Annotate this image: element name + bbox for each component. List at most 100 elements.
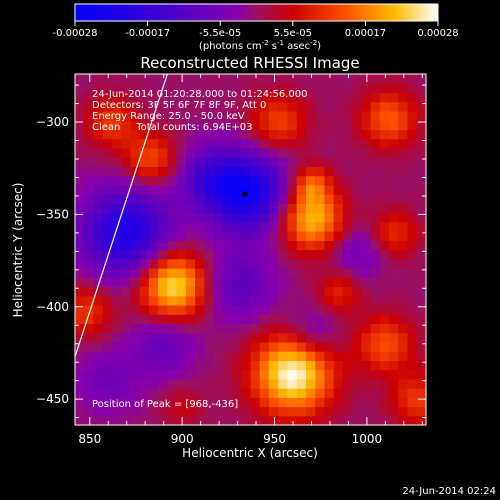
heatmap-pixel	[416, 240, 426, 251]
heatmap-pixel	[278, 341, 289, 352]
heatmap-pixel	[305, 175, 316, 186]
heatmap-pixel	[333, 295, 344, 306]
heatmap-pixel	[379, 351, 390, 361]
heatmap-pixel	[75, 332, 85, 343]
heatmap-pixel	[121, 138, 132, 149]
heatmap-pixel	[93, 332, 104, 343]
heatmap-pixel	[398, 267, 409, 278]
chart-title: Reconstructed RHESSI Image	[140, 54, 359, 72]
heatmap-pixel	[333, 397, 344, 408]
heatmap-pixel	[167, 249, 178, 260]
heatmap-pixel	[333, 304, 344, 315]
heatmap-pixel	[158, 295, 168, 306]
heatmap-pixel	[222, 212, 233, 223]
heatmap-pixel	[259, 388, 270, 398]
heatmap-pixel	[315, 360, 325, 371]
heatmap-pixel	[370, 323, 381, 334]
heatmap-pixel	[407, 157, 418, 167]
heatmap-pixel	[278, 240, 289, 251]
heatmap-pixel	[111, 351, 122, 361]
heatmap-pixel	[213, 304, 224, 315]
heatmap-pixel	[259, 360, 270, 371]
heatmap-pixel	[315, 194, 325, 204]
heatmap-pixel	[416, 304, 426, 315]
heatmap-pixel	[195, 101, 205, 112]
heatmap-pixel	[148, 360, 159, 371]
heatmap-pixel	[268, 212, 279, 223]
heatmap-pixel	[407, 397, 418, 408]
heatmap-pixel	[315, 203, 325, 214]
heatmap-pixel	[93, 378, 104, 389]
heatmap-pixel	[222, 295, 233, 306]
heatmap-pixel	[305, 406, 316, 417]
heatmap-pixel	[278, 203, 289, 214]
heatmap-pixel	[352, 110, 362, 121]
heatmap-pixel	[93, 138, 104, 149]
heatmap-pixel	[148, 166, 159, 177]
heatmap-pixel	[232, 388, 242, 398]
heatmap-pixel	[250, 249, 261, 260]
heatmap-pixel	[121, 258, 132, 269]
heatmap-pixel	[241, 341, 252, 352]
heatmap-pixel	[241, 267, 252, 278]
heatmap-pixel	[259, 92, 270, 103]
heatmap-pixel	[342, 415, 353, 425]
heatmap-pixel	[407, 83, 418, 94]
heatmap-pixel	[389, 212, 399, 223]
heatmap-pixel	[176, 231, 187, 241]
heatmap-pixel	[416, 323, 426, 334]
heatmap-pixel	[352, 277, 362, 288]
heatmap-pixel	[232, 295, 242, 306]
heatmap-pixel	[278, 351, 289, 361]
heatmap-pixel	[389, 378, 399, 389]
heatmap-pixel	[342, 147, 353, 158]
heatmap-pixel	[130, 184, 141, 195]
heatmap-pixel	[296, 258, 307, 269]
heatmap-pixel	[213, 378, 224, 389]
heatmap-pixel	[315, 406, 325, 417]
heatmap-pixel	[352, 240, 362, 251]
heatmap-pixel	[361, 120, 372, 131]
heatmap-pixel	[111, 277, 122, 288]
heatmap-pixel	[93, 231, 104, 241]
heatmap-pixel	[361, 110, 372, 121]
plot-frame	[74, 73, 427, 426]
heatmap-pixel	[213, 240, 224, 251]
heatmap-pixel	[287, 175, 298, 186]
heatmap-pixel	[213, 323, 224, 334]
heatmap-pixel	[158, 138, 168, 149]
heatmap-pixel	[278, 304, 289, 315]
heatmap-pixel	[361, 221, 372, 232]
heatmap-pixel	[250, 166, 261, 177]
heatmap-pixel	[370, 249, 381, 260]
heatmap-pixel	[250, 277, 261, 288]
heatmap-pixel	[111, 138, 122, 149]
heatmap-pixel	[93, 147, 104, 158]
heatmap-pixel	[167, 166, 178, 177]
heatmap-pixel	[102, 249, 113, 260]
heatmap-pixel	[296, 194, 307, 204]
heatmap-pixel	[213, 277, 224, 288]
heatmap-pixel	[232, 360, 242, 371]
heatmap-pixel	[315, 258, 325, 269]
heatmap-pixel	[148, 212, 159, 223]
heatmap-pixel	[102, 74, 113, 84]
heatmap-pixel	[241, 406, 252, 417]
heatmap-pixel	[195, 341, 205, 352]
heatmap-pixel	[139, 120, 150, 131]
heatmap-pixel	[222, 388, 233, 398]
heatmap-pixel	[398, 157, 409, 167]
heatmap-pixel	[278, 157, 289, 167]
heatmap-pixel	[389, 92, 399, 103]
heatmap-pixel	[130, 92, 141, 103]
heatmap-pixel	[342, 258, 353, 269]
heatmap-pixel	[324, 221, 335, 232]
heatmap-pixel	[158, 110, 168, 121]
heatmap-pixel	[204, 332, 215, 343]
heatmap-pixel	[416, 406, 426, 417]
heatmap-pixel	[287, 360, 298, 371]
heatmap-pixel	[324, 83, 335, 94]
heatmap-pixel	[195, 314, 205, 324]
heatmap-pixel	[84, 378, 95, 389]
heatmap-pixel	[352, 120, 362, 131]
